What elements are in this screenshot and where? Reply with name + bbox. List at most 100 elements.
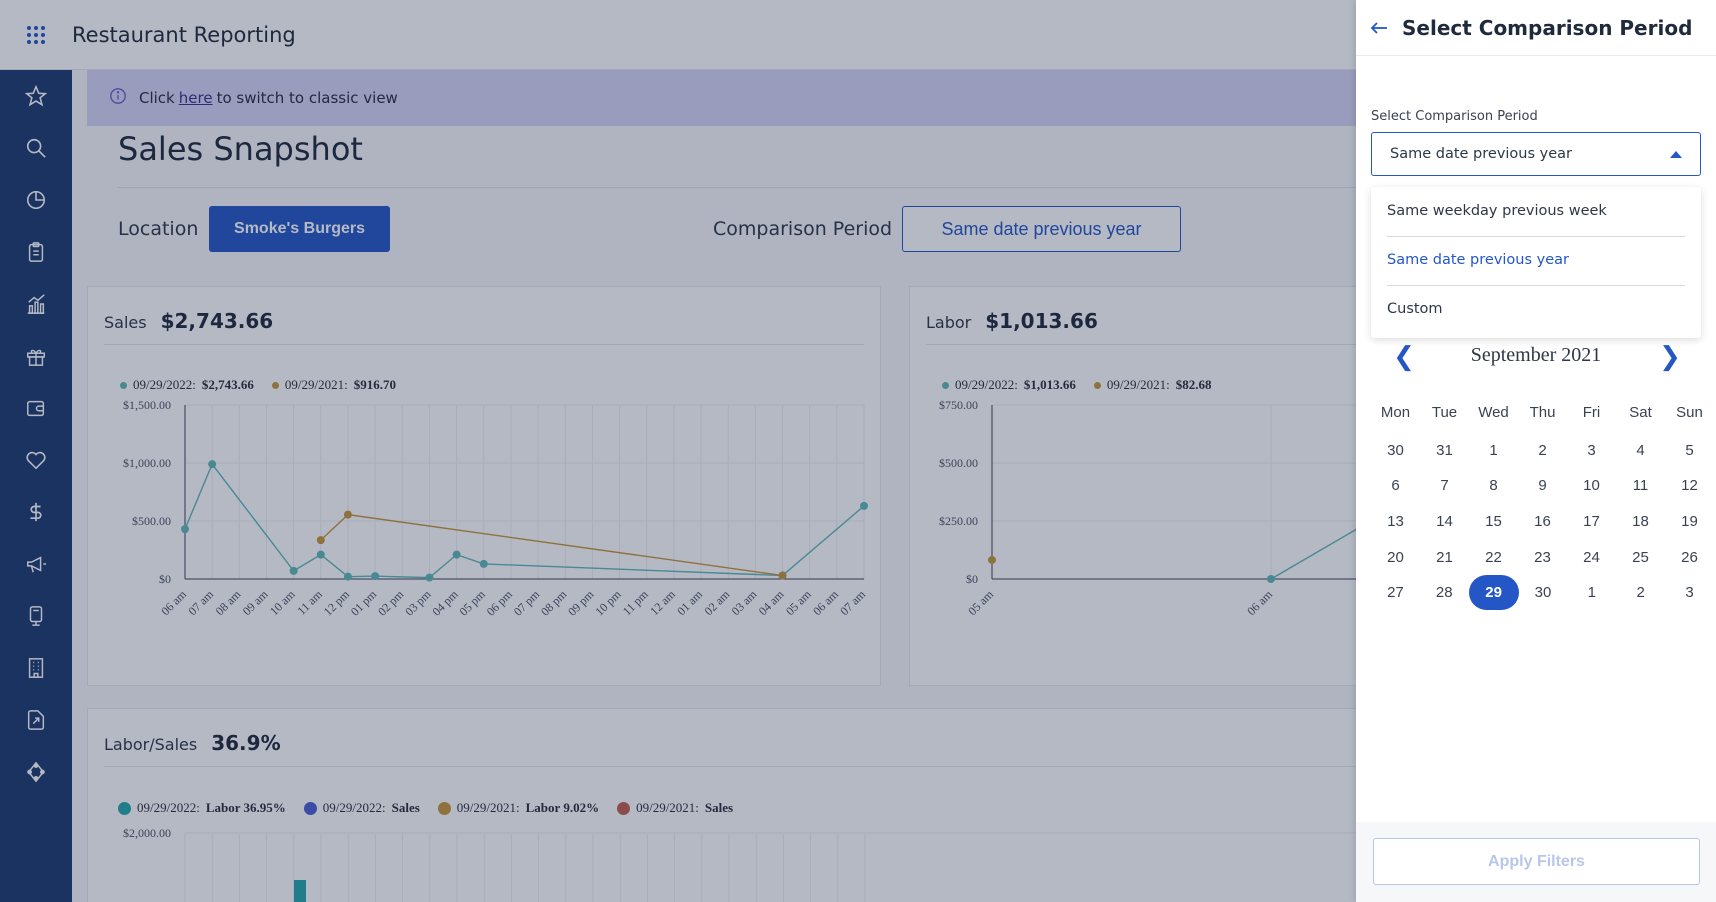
option-divider <box>1387 236 1685 237</box>
calendar-day[interactable]: 12 <box>1681 477 1698 495</box>
calendar-day[interactable]: 8 <box>1489 477 1498 495</box>
calendar-day[interactable]: 16 <box>1534 513 1551 531</box>
nav-payments[interactable] <box>0 486 72 538</box>
option-custom[interactable]: Custom <box>1387 301 1443 317</box>
nav-favorites[interactable] <box>0 70 72 122</box>
calendar-day[interactable]: 24 <box>1583 548 1600 566</box>
app-grid-icon[interactable] <box>0 0 72 70</box>
banner-suffix: to switch to classic view <box>216 89 398 107</box>
kiosk-icon <box>29 606 43 626</box>
data-point <box>988 555 996 564</box>
comparison-period-button[interactable]: Same date previous year <box>902 206 1181 252</box>
heart-icon <box>26 451 46 470</box>
calendar-day[interactable]: 6 <box>1391 477 1400 495</box>
nav-search[interactable] <box>0 122 72 174</box>
calendar-day[interactable]: 27 <box>1387 584 1404 602</box>
apply-filters-button[interactable]: Apply Filters <box>1373 838 1700 885</box>
calendar-day[interactable]: 26 <box>1681 548 1698 566</box>
calendar-day[interactable]: 30 <box>1387 441 1404 459</box>
y-tick-label: $500.00 <box>132 514 171 528</box>
search-icon <box>26 138 46 158</box>
nav-marketing[interactable] <box>0 538 72 590</box>
calendar-day-selected[interactable]: 29 <box>1468 575 1519 611</box>
calendar-day[interactable]: 14 <box>1436 513 1453 531</box>
legend-item: 09/29/2021: $82.68 <box>1093 377 1211 393</box>
classic-view-link[interactable]: here <box>178 89 213 107</box>
weekday-label: Fri <box>1582 404 1601 422</box>
calendar-day[interactable]: 23 <box>1534 548 1551 566</box>
back-button[interactable] <box>1356 0 1402 56</box>
card-divider <box>104 344 864 345</box>
calendar-day[interactable]: 1 <box>1489 441 1498 459</box>
location-button[interactable]: Smoke's Burgers <box>209 206 390 252</box>
calendar-week: 20 21 22 23 24 25 26 <box>1371 539 1714 575</box>
calendar-day[interactable]: 21 <box>1436 548 1453 566</box>
calendar-day[interactable]: 28 <box>1435 584 1453 602</box>
integrations-icon <box>27 761 45 783</box>
calendar-grid: Mon Tue Wed Thu Fri Sat Sun 30 31 1 2 3 4 5 6 7 8 9 10 11 12… <box>1371 395 1714 611</box>
calendar-day[interactable]: 17 <box>1583 513 1600 531</box>
nav-analytics[interactable] <box>0 278 72 330</box>
calendar-day[interactable]: 5 <box>1685 441 1694 459</box>
option-same-weekday-previous-week[interactable]: Same weekday previous week <box>1387 203 1607 219</box>
legend-value: Labor 9.02% <box>525 800 600 815</box>
option-same-date-previous-year[interactable]: Same date previous year <box>1387 252 1570 268</box>
calendar-day[interactable]: 11 <box>1632 477 1649 495</box>
data-point <box>316 550 325 559</box>
calendar-day[interactable]: 10 <box>1583 477 1600 495</box>
calendar-day[interactable]: 2 <box>1538 441 1547 459</box>
calendar-day[interactable]: 19 <box>1681 513 1698 531</box>
nav-reports[interactable] <box>0 174 72 226</box>
calendar-day[interactable]: 20 <box>1387 548 1404 566</box>
star-icon <box>25 85 47 107</box>
calendar-day[interactable]: 30 <box>1534 584 1552 602</box>
calendar-day[interactable]: 7 <box>1440 477 1449 495</box>
weekday-label: Sun <box>1676 404 1703 422</box>
calendar-day[interactable]: 13 <box>1387 513 1404 531</box>
legend-value: Sales <box>704 800 734 815</box>
nav-wallet[interactable] <box>0 382 72 434</box>
calendar-day[interactable]: 2 <box>1636 584 1645 602</box>
nav-locations[interactable] <box>0 642 72 694</box>
weekday-label: Tue <box>1431 404 1458 422</box>
clipboard-icon <box>28 242 44 262</box>
comparison-period-select[interactable]: Same date previous year <box>1371 132 1701 176</box>
nav-kiosk[interactable] <box>0 590 72 642</box>
panel-title: Select Comparison Period <box>1402 15 1693 40</box>
calendar-day[interactable]: 18 <box>1632 513 1649 531</box>
calendar-day[interactable]: 3 <box>1685 584 1694 602</box>
calendar-day[interactable]: 9 <box>1538 477 1547 495</box>
calendar-day[interactable]: 1 <box>1587 584 1597 602</box>
nav-export[interactable] <box>0 694 72 746</box>
calendar-day[interactable]: 15 <box>1485 513 1502 531</box>
card-divider <box>104 766 1694 767</box>
nav-gift-cards[interactable] <box>0 330 72 382</box>
data-point <box>316 536 325 545</box>
modal-overlay[interactable] <box>0 0 1356 902</box>
building-icon <box>28 658 44 678</box>
legend-date: 09/29/2022: <box>137 800 200 815</box>
chart-legend: 09/29/2022: $1,013.66 09/29/2021: $82.68 <box>942 377 1211 393</box>
y-tick-label: $500.00 <box>939 456 978 470</box>
legend-date: 09/29/2021: <box>636 800 699 815</box>
calendar-day[interactable]: 3 <box>1587 441 1596 459</box>
calendar-day[interactable]: 25 <box>1632 548 1649 566</box>
legend-item: 09/29/2021: Sales <box>617 800 733 816</box>
weekday-label: Thu <box>1529 404 1556 422</box>
calendar-day[interactable]: 22 <box>1485 548 1502 566</box>
weekday-label: Mon <box>1380 404 1411 422</box>
nav-integrations[interactable] <box>0 746 72 798</box>
legend-value: $916.70 <box>353 377 396 392</box>
legend-date: 09/29/2021: <box>456 800 520 815</box>
sales-card: Sales $2,743.66 09/29/2022: $2,743.66 09/… <box>87 286 881 686</box>
next-month-button[interactable]: ❯ <box>1659 342 1681 372</box>
nav-loyalty[interactable] <box>0 434 72 486</box>
calendar-day[interactable]: 4 <box>1636 441 1645 459</box>
calendar-day[interactable]: 31 <box>1436 441 1453 459</box>
card-title: Labor <box>926 313 972 332</box>
data-point <box>452 550 461 559</box>
data-point <box>371 572 380 581</box>
prev-month-button[interactable]: ❮ <box>1393 342 1415 372</box>
nav-checklist[interactable] <box>0 226 72 278</box>
